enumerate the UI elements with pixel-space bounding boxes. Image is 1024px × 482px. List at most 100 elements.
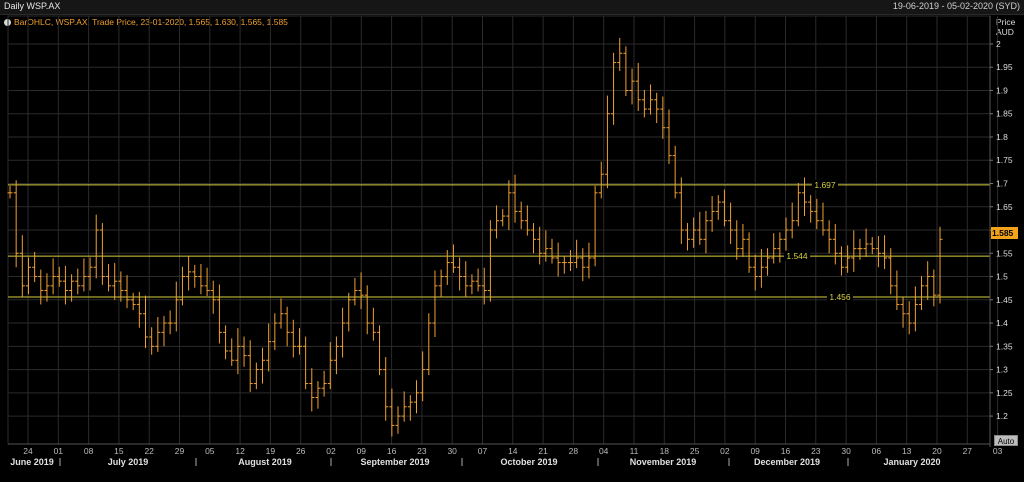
y-tick-label: 1.45 [996, 295, 1013, 305]
y-tick-label: 1.25 [996, 388, 1013, 398]
ohlc-bar [469, 274, 475, 295]
x-day-label: 01 [54, 446, 64, 456]
ohlc-bar [413, 380, 419, 414]
x-day-label: 16 [781, 446, 791, 456]
x-day-label: 09 [750, 446, 760, 456]
ohlc-bar [327, 342, 333, 390]
ohlc-bar [765, 248, 771, 276]
ohlc-bar [931, 269, 937, 307]
ohlc-bar [444, 250, 450, 285]
ohlc-bar [549, 238, 555, 264]
x-day-label: 24 [23, 446, 33, 456]
auto-scale-button[interactable]: Auto [994, 435, 1018, 446]
x-day-label: 23 [417, 446, 427, 456]
x-day-label: 29 [175, 446, 185, 456]
ohlc-bar [149, 327, 155, 355]
ohlc-bar [272, 313, 278, 351]
y-tick-label: 1.95 [996, 62, 1013, 72]
y-tick-label: 1.35 [996, 341, 1013, 351]
x-day-label: 30 [447, 446, 457, 456]
x-day-label: 25 [690, 446, 700, 456]
ohlc-bar [315, 381, 321, 409]
x-day-label: 23 [811, 446, 821, 456]
ohlc-bar [377, 325, 383, 376]
ohlc-bar [789, 202, 795, 239]
ohlc-bar [450, 244, 456, 273]
ohlc-bar [438, 269, 444, 298]
ohlc-bar [155, 317, 161, 352]
ohlc-bar [179, 266, 185, 306]
ohlc-bar [75, 268, 81, 295]
ohlc-bar [648, 84, 654, 115]
y-tick-label: 1.65 [996, 202, 1013, 212]
ohlc-bar [684, 223, 690, 251]
x-axis: 24 01 08 15 22 29 05 12 19 26 02 09 16 23 30 07 14 21 28 04… [8, 443, 1003, 467]
ohlc-bar [204, 267, 210, 297]
ohlc-bar [635, 63, 641, 111]
x-day-label: 06 [872, 446, 882, 456]
ohlc-bar [888, 248, 894, 295]
ohlc-bar [555, 242, 561, 277]
x-day-label: 19 [266, 446, 276, 456]
x-day-label: 02 [326, 446, 336, 456]
x-day-label: 27 [963, 446, 973, 456]
ohlc-bar [38, 269, 44, 305]
ohlc-bar [463, 261, 469, 298]
ohlc-bar [62, 265, 68, 305]
chart-title: Daily WSP.AX [4, 1, 61, 11]
ohlc-bar [875, 236, 881, 268]
ohlc-bar [69, 274, 75, 302]
ohlc-bar [173, 281, 179, 332]
ohlc-bar [420, 351, 426, 402]
ohlc-bar [223, 325, 229, 360]
ohlc-bar [604, 95, 610, 189]
x-month-label: July 2019 [108, 457, 149, 467]
ohlc-bar [518, 201, 524, 230]
ohlc-bar [506, 180, 512, 231]
level-label-bg [812, 179, 838, 190]
ohlc-bar [13, 180, 19, 268]
x-month-label: September 2019 [360, 457, 429, 467]
ohlc-bar [487, 220, 493, 302]
ohlc-bar [734, 220, 740, 260]
ohlc-bars [7, 37, 943, 437]
ohlc-bar [900, 297, 906, 328]
ohlc-bar [678, 177, 684, 244]
ohlc-bar [253, 362, 259, 390]
ohlc-bar [358, 272, 364, 310]
ohlc-bar [672, 145, 678, 199]
date-range: 19-06-2019 - 05-02-2020 (SYD) [892, 1, 1020, 11]
ohlc-bar [654, 92, 660, 124]
x-day-label: 18 [660, 446, 670, 456]
x-day-label: 20 [932, 446, 942, 456]
ohlc-bar [715, 195, 721, 220]
ohlc-bar [99, 223, 105, 285]
x-day-label: 08 [84, 446, 94, 456]
ohlc-bar [660, 96, 666, 139]
ohlc-bar [229, 338, 235, 366]
x-month-label: November 2019 [630, 457, 697, 467]
ohlc-bar [666, 109, 672, 164]
x-month-label: June 2019 [10, 457, 54, 467]
ohlc-bar [198, 263, 204, 295]
ohlc-bar [524, 205, 530, 236]
y-tick-label: 1.55 [996, 248, 1013, 258]
ohlc-bar [136, 291, 142, 328]
ohlc-bar [808, 195, 814, 223]
ohlc-bar [364, 285, 370, 335]
ohlc-bar [820, 202, 826, 236]
chart-grid [7, 15, 999, 445]
ohlc-bar [278, 298, 284, 329]
x-day-label: 14 [508, 446, 518, 456]
ohlc-bar [703, 210, 709, 254]
ohlc-bar [912, 286, 918, 332]
horizontal-levels: 1.697 1.544 1.456 [8, 179, 990, 303]
ohlc-bar [56, 266, 62, 287]
level-label: 1.697 [814, 180, 836, 190]
ohlc-bar [303, 336, 309, 390]
ohlc-bar [395, 406, 401, 434]
ohlc-bar [7, 185, 13, 199]
x-day-label: 04 [599, 446, 609, 456]
ohlc-bar [142, 295, 148, 349]
